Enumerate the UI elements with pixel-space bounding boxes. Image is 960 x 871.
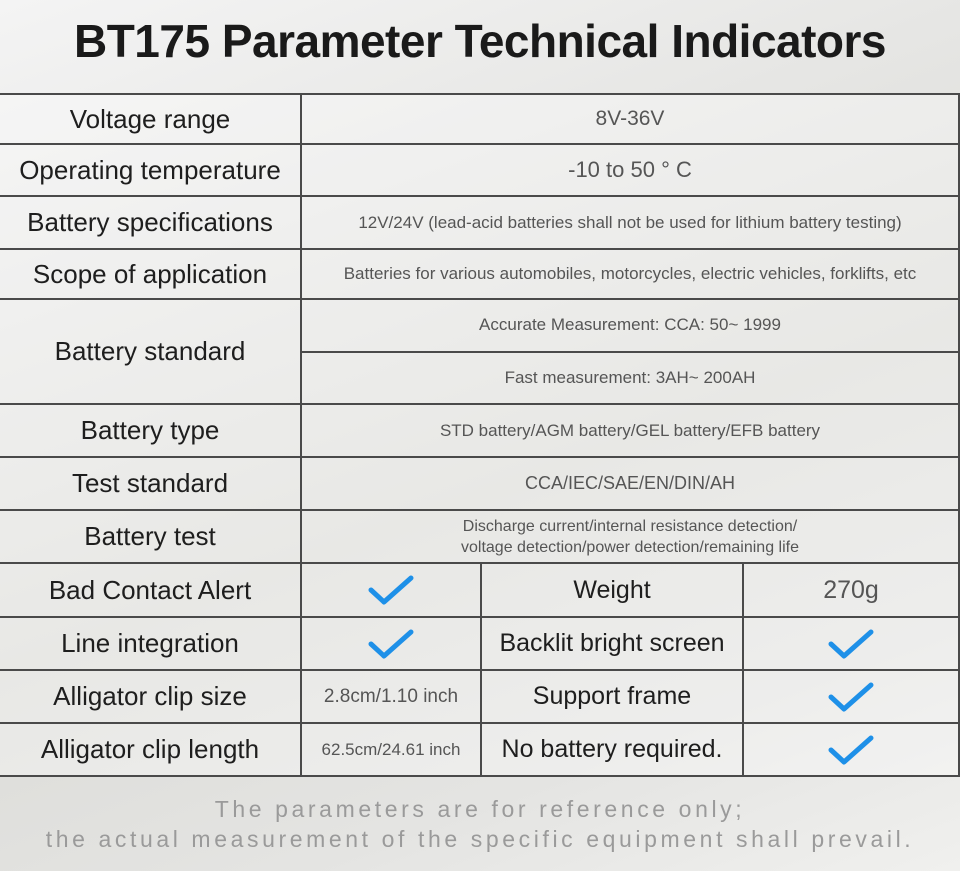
checkmark-icon [368, 629, 414, 658]
value-line: voltage detection/power detection/remain… [461, 538, 799, 556]
grid-check [302, 564, 482, 618]
grid-check [744, 618, 960, 671]
grid-label: Support frame [482, 671, 744, 724]
row-value: -10 to 50 ° C [302, 145, 960, 197]
row-label: Scope of application [0, 250, 302, 300]
grid-label: Line integration [0, 618, 302, 671]
row-value: Fast measurement: 3AH~ 200AH [302, 352, 960, 405]
row-label: Battery standard [0, 300, 302, 405]
row-label: Operating temperature [0, 145, 302, 197]
grid-label: Alligator clip size [0, 671, 302, 724]
grid-check [744, 671, 960, 724]
checkmark-icon [368, 575, 414, 605]
row-label: Battery type [0, 405, 302, 458]
grid-label: Weight [482, 564, 744, 618]
row-value: Accurate Measurement: CCA: 50~ 1999 [302, 300, 960, 353]
grid-value: 270g [744, 564, 960, 618]
grid-value: 62.5cm/24.61 inch [302, 724, 482, 777]
footnote: the actual measurement of the specific e… [45, 826, 915, 852]
row-label: Battery test [0, 511, 302, 564]
table-border [0, 93, 960, 95]
checkmark-icon [828, 682, 874, 711]
row-value: 8V-36V [302, 95, 960, 145]
row-label: Battery specifications [0, 197, 302, 250]
row-value: 12V/24V (lead-acid batteries shall not b… [302, 197, 960, 250]
grid-check [744, 724, 960, 777]
row-value: Discharge current/internal resistance de… [302, 511, 960, 564]
row-value: STD battery/AGM battery/GEL battery/EFB … [302, 405, 960, 458]
value-line: Discharge current/internal resistance de… [462, 517, 798, 535]
title: BT175 Parameter Technical Indicators [73, 15, 887, 67]
grid-label: Bad Contact Alert [0, 564, 302, 618]
row-label: Voltage range [0, 95, 302, 145]
grid-label: Alligator clip length [0, 724, 302, 777]
row-value: CCA/IEC/SAE/EN/DIN/AH [302, 458, 960, 511]
footnote: The parameters are for reference only; [214, 796, 746, 822]
grid-label: No battery required. [482, 724, 744, 777]
row-label: Test standard [0, 458, 302, 511]
row-value: Batteries for various automobiles, motor… [302, 250, 960, 300]
checkmark-icon [828, 735, 874, 764]
grid-value: 2.8cm/1.10 inch [302, 671, 482, 724]
checkmark-icon [828, 629, 874, 658]
grid-label: Backlit bright screen [482, 618, 744, 671]
grid-check [302, 618, 482, 671]
